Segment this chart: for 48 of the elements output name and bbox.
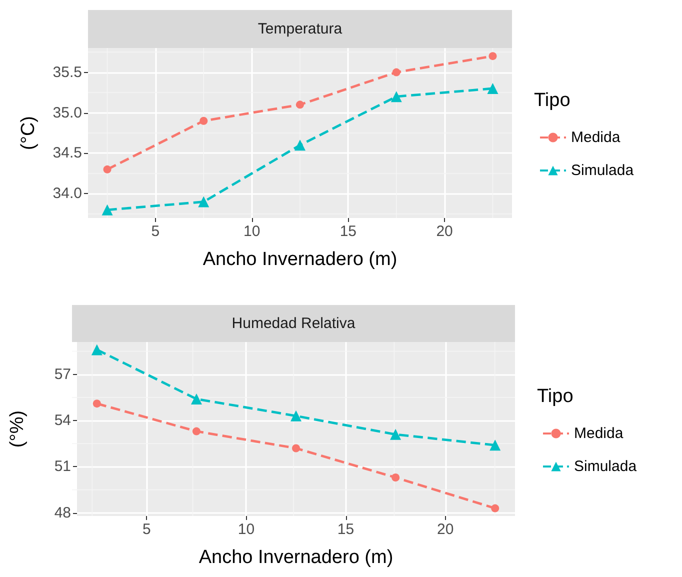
point [200,116,208,125]
y-tick-label: 35.5 [52,64,82,81]
point [491,504,500,512]
point [392,68,400,76]
x-tick-label: 15 [337,521,354,538]
y-tick-label: 34.0 [52,185,82,202]
point [487,82,498,94]
chart-title: Humedad Relativa [232,315,356,332]
point [292,444,300,452]
point [392,474,400,482]
point [102,204,113,216]
point [490,440,501,451]
point [192,427,200,436]
legend-title: Tipo [534,90,570,111]
y-axis-title: (°C) [18,116,39,150]
point [92,400,101,408]
legend-label: Medida [574,425,624,442]
x-tick-label: 20 [436,521,454,538]
legend-label: Simulada [574,458,638,475]
point [290,410,302,422]
point [190,393,202,404]
x-tick-label: 10 [243,223,260,240]
x-tick-label: 10 [238,521,255,538]
x-tick-label: 15 [340,223,357,240]
y-tick-label: 54 [54,412,71,430]
point [103,165,112,174]
y-axis-title: (°%) [7,410,28,448]
legend-title: Tipo [537,386,574,407]
x-axis-title: Ancho Invernadero (m) [198,547,394,568]
chart-title: Temperatura [258,20,343,38]
legend-label: Simulada [571,162,634,179]
point [294,140,306,151]
x-tick-label: 20 [436,223,453,240]
y-tick-label: 48 [54,504,71,522]
y-tick-label: 51 [54,458,71,476]
point [390,91,402,102]
x-tick-label: 5 [151,223,160,240]
point [390,428,402,440]
point [296,100,304,109]
legend-label: Medida [571,129,621,146]
y-tick-label: 57 [54,366,71,383]
y-tick-label: 35.0 [52,104,82,122]
x-axis-title: Ancho Invernadero (m) [202,249,398,270]
x-tick-label: 5 [142,521,151,538]
point [91,344,102,356]
point [488,52,497,60]
point [198,196,210,208]
y-tick-label: 34.5 [52,144,82,162]
